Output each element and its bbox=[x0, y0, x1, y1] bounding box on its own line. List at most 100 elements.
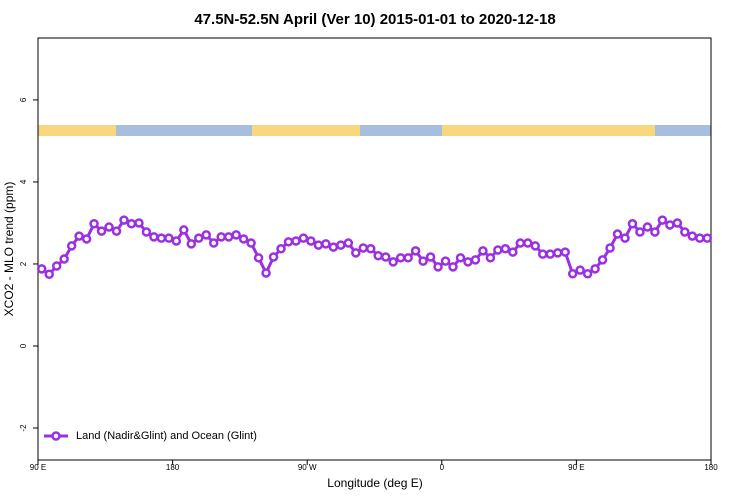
legend-marker bbox=[51, 431, 61, 441]
data-point bbox=[687, 231, 698, 241]
data-point bbox=[261, 268, 271, 278]
legend-label: Land (Nadir&Glint) and Ocean (Glint) bbox=[76, 430, 257, 442]
data-point bbox=[74, 231, 84, 241]
data-point bbox=[223, 232, 234, 242]
y-tick-label: 6 bbox=[19, 97, 28, 102]
data-point bbox=[321, 239, 331, 249]
data-point bbox=[463, 257, 473, 267]
data-point bbox=[36, 264, 47, 274]
data-point bbox=[500, 244, 511, 254]
y-tick-label: 0 bbox=[19, 343, 28, 348]
data-point bbox=[612, 229, 623, 239]
data-point bbox=[59, 254, 69, 264]
ocean-segment bbox=[360, 125, 442, 136]
data-point bbox=[523, 238, 533, 248]
data-point bbox=[470, 255, 481, 265]
data-point bbox=[560, 247, 570, 257]
data-point bbox=[156, 233, 167, 243]
data-point bbox=[440, 256, 451, 266]
data-point bbox=[448, 262, 458, 272]
land-segment bbox=[442, 125, 655, 136]
data-point bbox=[313, 240, 324, 250]
data-point bbox=[276, 244, 286, 254]
data-point bbox=[575, 265, 585, 275]
data-point bbox=[582, 269, 593, 279]
data-point bbox=[418, 256, 428, 266]
data-point bbox=[620, 233, 630, 243]
x-tick-label: 90 E bbox=[30, 463, 46, 472]
data-point bbox=[328, 242, 339, 252]
data-point bbox=[530, 241, 541, 251]
data-point bbox=[89, 219, 99, 229]
data-point bbox=[111, 226, 122, 236]
data-point bbox=[358, 243, 369, 253]
data-point bbox=[291, 236, 301, 246]
data-point bbox=[141, 227, 152, 237]
data-point bbox=[149, 232, 159, 242]
data-point bbox=[538, 249, 548, 259]
data-point bbox=[650, 227, 660, 237]
data-point bbox=[44, 269, 54, 279]
ocean-segment bbox=[655, 125, 711, 136]
plot-frame bbox=[37, 37, 712, 461]
data-point bbox=[306, 236, 316, 246]
data-point bbox=[403, 253, 413, 263]
data-point bbox=[283, 237, 294, 247]
data-point bbox=[194, 233, 204, 243]
data-point bbox=[425, 252, 436, 262]
data-point bbox=[104, 222, 114, 232]
data-point bbox=[395, 253, 406, 263]
data-point bbox=[231, 230, 241, 240]
data-point bbox=[695, 233, 705, 243]
data-point bbox=[246, 238, 256, 248]
data-point bbox=[485, 253, 496, 263]
data-point bbox=[126, 219, 137, 229]
data-point bbox=[702, 233, 713, 243]
data-point bbox=[253, 253, 264, 263]
data-point bbox=[373, 251, 383, 261]
data-point bbox=[380, 252, 391, 262]
data-point bbox=[66, 241, 77, 251]
data-point bbox=[508, 247, 518, 257]
data-point bbox=[201, 230, 211, 240]
data-point bbox=[672, 218, 683, 228]
x-tick-label: 180 bbox=[166, 463, 180, 472]
x-axis-label: Longitude (deg E) bbox=[327, 476, 422, 490]
data-point bbox=[171, 236, 182, 246]
data-point bbox=[597, 255, 608, 265]
ocean-segment bbox=[116, 125, 252, 136]
data-point bbox=[238, 234, 249, 244]
data-point bbox=[493, 245, 503, 255]
data-point bbox=[336, 240, 346, 250]
data-point bbox=[351, 248, 361, 258]
data-point bbox=[208, 238, 219, 248]
data-point bbox=[51, 261, 62, 271]
data-point bbox=[298, 233, 309, 243]
data-point bbox=[590, 264, 600, 274]
data-point bbox=[388, 257, 398, 267]
data-point bbox=[635, 227, 645, 237]
data-point bbox=[515, 238, 526, 248]
land-segment bbox=[252, 125, 360, 136]
data-point bbox=[478, 246, 488, 256]
data-point bbox=[657, 215, 668, 225]
data-point bbox=[81, 234, 92, 244]
data-point bbox=[455, 253, 466, 263]
x-tick-label: 90 W bbox=[298, 463, 317, 472]
chart-title: 47.5N-52.5N April (Ver 10) 2015-01-01 to… bbox=[194, 11, 555, 28]
data-point bbox=[642, 222, 653, 232]
data-point bbox=[545, 249, 555, 259]
data-point bbox=[268, 252, 279, 262]
data-point bbox=[605, 243, 615, 253]
y-tick-label: 2 bbox=[19, 261, 28, 266]
x-tick-label: 90 E bbox=[568, 463, 584, 472]
data-point bbox=[627, 219, 638, 229]
land-ocean-band bbox=[38, 125, 711, 136]
y-tick-label: 4 bbox=[19, 179, 28, 184]
data-point bbox=[179, 225, 189, 235]
data-point bbox=[665, 220, 675, 230]
data-point bbox=[216, 232, 226, 242]
y-axis-label: XCO2 - MLO trend (ppm) bbox=[2, 182, 16, 317]
data-point bbox=[567, 269, 578, 279]
